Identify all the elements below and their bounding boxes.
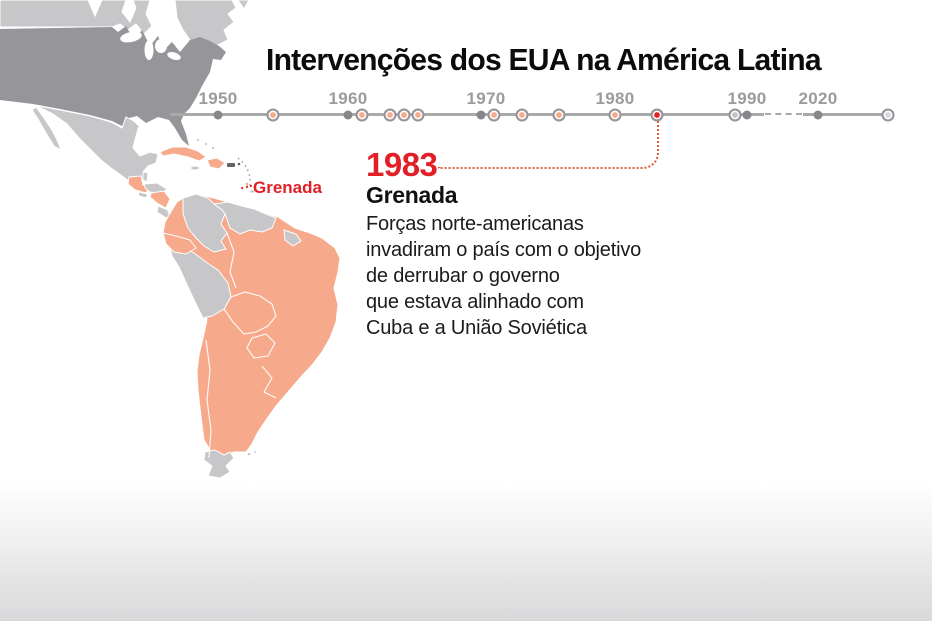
callout-description: Forças norte-americanas invadiram o país… xyxy=(366,213,642,339)
timeline-year-label: 1990 xyxy=(727,89,767,108)
timeline-marker-event[interactable] xyxy=(515,108,529,121)
page-title: Intervenções dos EUA na América Latina xyxy=(266,42,822,77)
timeline-marker-plain[interactable] xyxy=(476,110,486,119)
island-bahamas xyxy=(210,145,216,151)
region-guianas-gray xyxy=(283,229,302,247)
timeline-marker-event[interactable] xyxy=(552,108,566,121)
timeline-year-label: 1950 xyxy=(198,89,238,108)
country-belize xyxy=(142,171,149,183)
timeline-marker-active[interactable] xyxy=(650,108,664,121)
island-hispaniola xyxy=(206,157,226,170)
timeline-marker-event[interactable] xyxy=(355,108,369,121)
island-puerto-rico xyxy=(227,163,235,167)
country-nicaragua xyxy=(149,190,171,209)
country-venezuela xyxy=(212,201,277,235)
callout-country-heading: Grenada xyxy=(366,182,458,208)
south-america-highlighted xyxy=(162,193,341,469)
island-bahamas xyxy=(195,137,201,143)
timeline-marker-event[interactable] xyxy=(487,108,501,121)
timeline-year-label: 2020 xyxy=(798,89,838,108)
timeline-marker-event[interactable] xyxy=(397,108,411,121)
callout-connector-dotted-line xyxy=(438,121,659,169)
timeline-year-label: 1970 xyxy=(466,89,506,108)
timeline-dashed-segment xyxy=(765,113,802,115)
timeline-marker-plain[interactable] xyxy=(813,110,823,119)
island-falklands xyxy=(246,451,252,457)
island-trinidad xyxy=(249,189,256,194)
timeline-marker-event[interactable] xyxy=(266,108,280,121)
timeline-marker-event[interactable] xyxy=(411,108,425,121)
region-tierra-del-fuego xyxy=(203,449,235,479)
timeline-year-label: 1980 xyxy=(595,89,635,108)
timeline-marker-event[interactable] xyxy=(383,108,397,121)
island-virgin xyxy=(237,162,241,166)
island-bahamas xyxy=(203,141,209,147)
timeline-marker-event[interactable] xyxy=(608,108,622,121)
baja-peninsula xyxy=(31,106,62,152)
country-mexico xyxy=(32,104,159,184)
island-jamaica xyxy=(190,165,200,171)
country-canada-islet xyxy=(237,0,250,10)
timeline-year-label: 1960 xyxy=(328,89,368,108)
map-label-grenada[interactable]: Grenada xyxy=(253,178,322,197)
country-el-salvador xyxy=(137,191,149,199)
island-falklands xyxy=(253,450,257,454)
island-cuba xyxy=(159,146,207,162)
country-canada xyxy=(0,0,153,35)
country-ecuador xyxy=(162,232,197,255)
timeline-marker-plain[interactable] xyxy=(343,110,353,119)
timeline-line xyxy=(803,113,894,116)
timeline-line xyxy=(170,113,764,116)
timeline-marker-ring-gray[interactable] xyxy=(728,108,742,121)
timeline-marker-plain[interactable] xyxy=(742,110,752,119)
timeline-marker-ring-light[interactable] xyxy=(881,108,895,121)
country-colombia xyxy=(182,193,228,253)
lesser-antilles-chain xyxy=(237,157,251,188)
timeline-marker-plain[interactable] xyxy=(213,110,223,119)
island-grenada xyxy=(244,181,250,187)
callout-year: 1983 xyxy=(366,146,438,183)
